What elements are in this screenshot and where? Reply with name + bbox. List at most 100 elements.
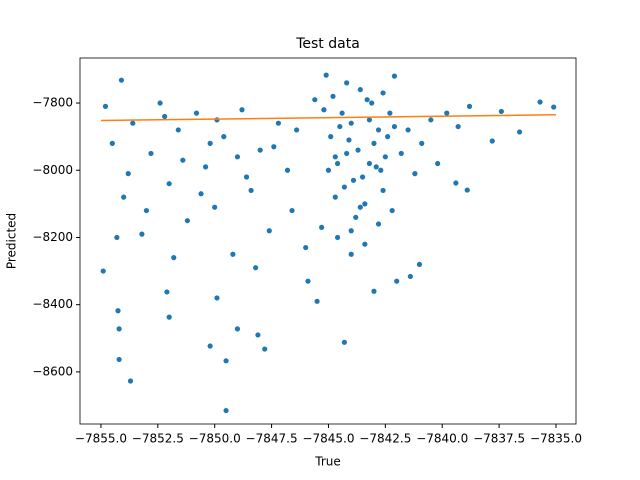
point bbox=[391, 73, 398, 79]
point bbox=[385, 134, 391, 140]
point bbox=[332, 194, 338, 200]
point bbox=[127, 378, 134, 384]
point bbox=[166, 181, 172, 187]
point bbox=[330, 93, 336, 99]
point bbox=[207, 140, 213, 146]
point bbox=[114, 234, 120, 241]
point bbox=[284, 167, 291, 173]
point bbox=[359, 174, 366, 180]
point bbox=[398, 150, 404, 157]
point bbox=[378, 167, 384, 173]
point bbox=[405, 127, 411, 133]
point bbox=[366, 160, 373, 167]
point bbox=[344, 150, 350, 157]
point bbox=[164, 289, 170, 295]
point bbox=[257, 147, 263, 153]
point bbox=[366, 117, 373, 123]
x-tick-label: −7840.0 bbox=[416, 432, 468, 446]
x-tick-label: −7845.0 bbox=[302, 432, 354, 446]
point bbox=[341, 184, 347, 190]
x-tick-label: −7855.0 bbox=[75, 432, 127, 446]
point bbox=[253, 265, 259, 271]
point bbox=[348, 228, 354, 234]
point bbox=[118, 77, 125, 83]
point bbox=[212, 204, 218, 210]
point bbox=[130, 120, 136, 126]
point bbox=[139, 231, 145, 237]
point bbox=[371, 140, 377, 146]
y-tick-label: −8200 bbox=[32, 230, 73, 244]
point bbox=[382, 154, 388, 160]
point bbox=[184, 218, 190, 224]
point bbox=[289, 207, 295, 214]
point bbox=[407, 273, 413, 280]
x-tick-label: −7835.0 bbox=[530, 432, 582, 446]
point bbox=[455, 123, 461, 130]
point bbox=[143, 207, 150, 214]
point bbox=[371, 288, 377, 294]
plot-frame bbox=[79, 57, 577, 425]
point bbox=[266, 228, 272, 234]
point bbox=[391, 123, 398, 130]
point bbox=[275, 120, 281, 126]
point bbox=[214, 295, 220, 301]
point bbox=[162, 113, 168, 120]
point bbox=[464, 187, 470, 193]
point bbox=[334, 234, 341, 241]
point bbox=[339, 110, 345, 116]
point bbox=[171, 255, 177, 261]
point bbox=[346, 137, 352, 143]
y-axis-label: Predicted bbox=[5, 213, 19, 269]
point bbox=[344, 80, 350, 86]
y-tick-label: −8600 bbox=[32, 364, 73, 378]
x-tick-label: −7850.0 bbox=[189, 432, 241, 446]
point bbox=[198, 191, 204, 197]
point bbox=[100, 268, 106, 274]
point bbox=[332, 154, 338, 160]
point bbox=[243, 174, 250, 180]
point bbox=[353, 214, 359, 220]
point bbox=[175, 127, 181, 133]
x-axis-label: True bbox=[314, 455, 341, 469]
point bbox=[357, 204, 363, 210]
point bbox=[362, 201, 368, 207]
point bbox=[341, 339, 347, 345]
point bbox=[157, 100, 163, 106]
point bbox=[262, 346, 268, 352]
point bbox=[428, 117, 434, 123]
point bbox=[223, 358, 229, 364]
x-tick-label: −7842.5 bbox=[359, 432, 411, 446]
point bbox=[115, 308, 121, 314]
point bbox=[314, 298, 320, 304]
point bbox=[180, 157, 186, 163]
point bbox=[387, 110, 393, 116]
point bbox=[294, 127, 300, 133]
point bbox=[355, 147, 361, 153]
point bbox=[214, 117, 220, 123]
point bbox=[348, 120, 354, 126]
point bbox=[537, 99, 543, 105]
point bbox=[193, 110, 200, 116]
point bbox=[369, 100, 375, 106]
point bbox=[362, 241, 368, 247]
point bbox=[516, 129, 523, 135]
point bbox=[230, 251, 236, 257]
point bbox=[248, 187, 254, 194]
point bbox=[357, 86, 363, 93]
point bbox=[337, 123, 343, 130]
point bbox=[364, 97, 370, 103]
point bbox=[319, 224, 325, 230]
point bbox=[453, 180, 459, 186]
point bbox=[207, 343, 213, 349]
point bbox=[419, 140, 425, 146]
point bbox=[102, 103, 109, 109]
point bbox=[234, 154, 241, 160]
point bbox=[109, 140, 115, 146]
point bbox=[489, 138, 495, 144]
point bbox=[125, 171, 131, 177]
point bbox=[271, 144, 277, 150]
x-tick-label: −7837.5 bbox=[473, 432, 525, 446]
point bbox=[389, 207, 395, 214]
fit-line bbox=[100, 114, 556, 122]
